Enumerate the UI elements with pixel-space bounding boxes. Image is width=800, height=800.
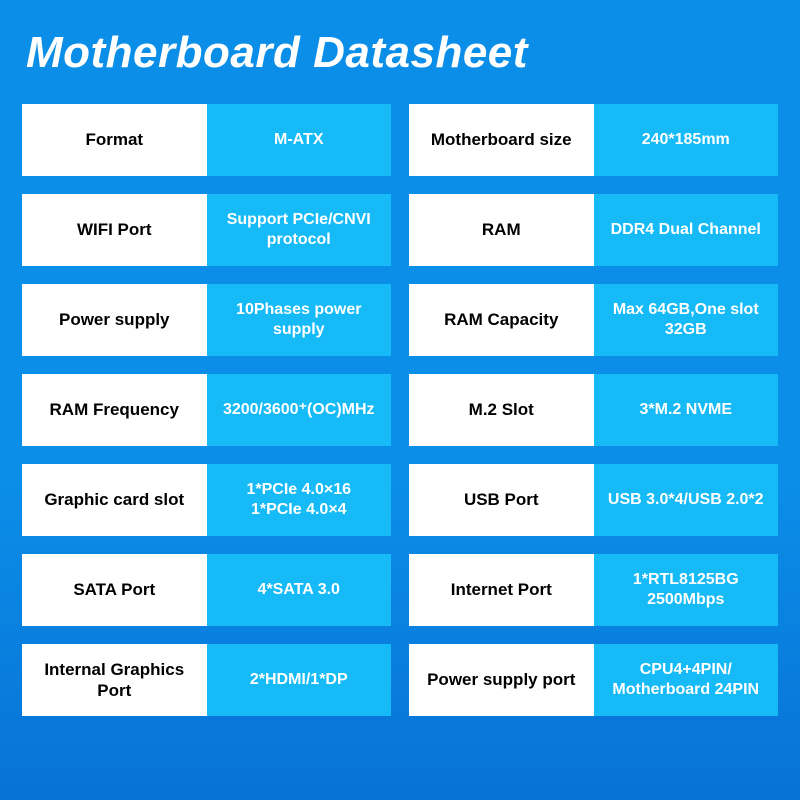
spec-value: USB 3.0*4/USB 2.0*2: [594, 464, 779, 536]
spec-label: Power supply: [22, 284, 207, 356]
spec-value: DDR4 Dual Channel: [594, 194, 779, 266]
spec-value: 10Phases power supply: [207, 284, 392, 356]
spec-value: 3*M.2 NVME: [594, 374, 779, 446]
spec-value: CPU4+4PIN/ Motherboard 24PIN: [594, 644, 779, 716]
spec-label: RAM Capacity: [409, 284, 594, 356]
spec-label: Internal Graphics Port: [22, 644, 207, 716]
spec-label: Graphic card slot: [22, 464, 207, 536]
spec-label: Power supply port: [409, 644, 594, 716]
datasheet-page: Motherboard Datasheet FormatM-ATXMotherb…: [0, 0, 800, 800]
spec-label: RAM Frequency: [22, 374, 207, 446]
spec-row: SATA Port4*SATA 3.0: [22, 554, 391, 626]
spec-label: WIFI Port: [22, 194, 207, 266]
spec-value: 1*PCIe 4.0×16 1*PCIe 4.0×4: [207, 464, 392, 536]
spec-row: RAMDDR4 Dual Channel: [409, 194, 778, 266]
page-title: Motherboard Datasheet: [22, 28, 778, 78]
spec-value: 2*HDMI/1*DP: [207, 644, 392, 716]
spec-value: 4*SATA 3.0: [207, 554, 392, 626]
spec-label: USB Port: [409, 464, 594, 536]
spec-label: SATA Port: [22, 554, 207, 626]
spec-label: Internet Port: [409, 554, 594, 626]
spec-row: Internal Graphics Port2*HDMI/1*DP: [22, 644, 391, 716]
spec-row: Power supply10Phases power supply: [22, 284, 391, 356]
spec-row: WIFI PortSupport PCIe/CNVI protocol: [22, 194, 391, 266]
spec-row: Power supply portCPU4+4PIN/ Motherboard …: [409, 644, 778, 716]
spec-value: 3200/3600⁺(OC)MHz: [207, 374, 392, 446]
spec-label: RAM: [409, 194, 594, 266]
spec-grid: FormatM-ATXMotherboard size240*185mmWIFI…: [22, 104, 778, 716]
spec-value: 240*185mm: [594, 104, 779, 176]
spec-value: 1*RTL8125BG 2500Mbps: [594, 554, 779, 626]
spec-value: M-ATX: [207, 104, 392, 176]
spec-row: Motherboard size240*185mm: [409, 104, 778, 176]
spec-row: RAM Frequency3200/3600⁺(OC)MHz: [22, 374, 391, 446]
spec-label: M.2 Slot: [409, 374, 594, 446]
spec-row: Internet Port1*RTL8125BG 2500Mbps: [409, 554, 778, 626]
spec-value: Max 64GB,One slot 32GB: [594, 284, 779, 356]
spec-row: Graphic card slot1*PCIe 4.0×16 1*PCIe 4.…: [22, 464, 391, 536]
spec-row: RAM CapacityMax 64GB,One slot 32GB: [409, 284, 778, 356]
spec-value: Support PCIe/CNVI protocol: [207, 194, 392, 266]
spec-row: USB PortUSB 3.0*4/USB 2.0*2: [409, 464, 778, 536]
spec-row: FormatM-ATX: [22, 104, 391, 176]
spec-label: Format: [22, 104, 207, 176]
spec-row: M.2 Slot3*M.2 NVME: [409, 374, 778, 446]
spec-label: Motherboard size: [409, 104, 594, 176]
